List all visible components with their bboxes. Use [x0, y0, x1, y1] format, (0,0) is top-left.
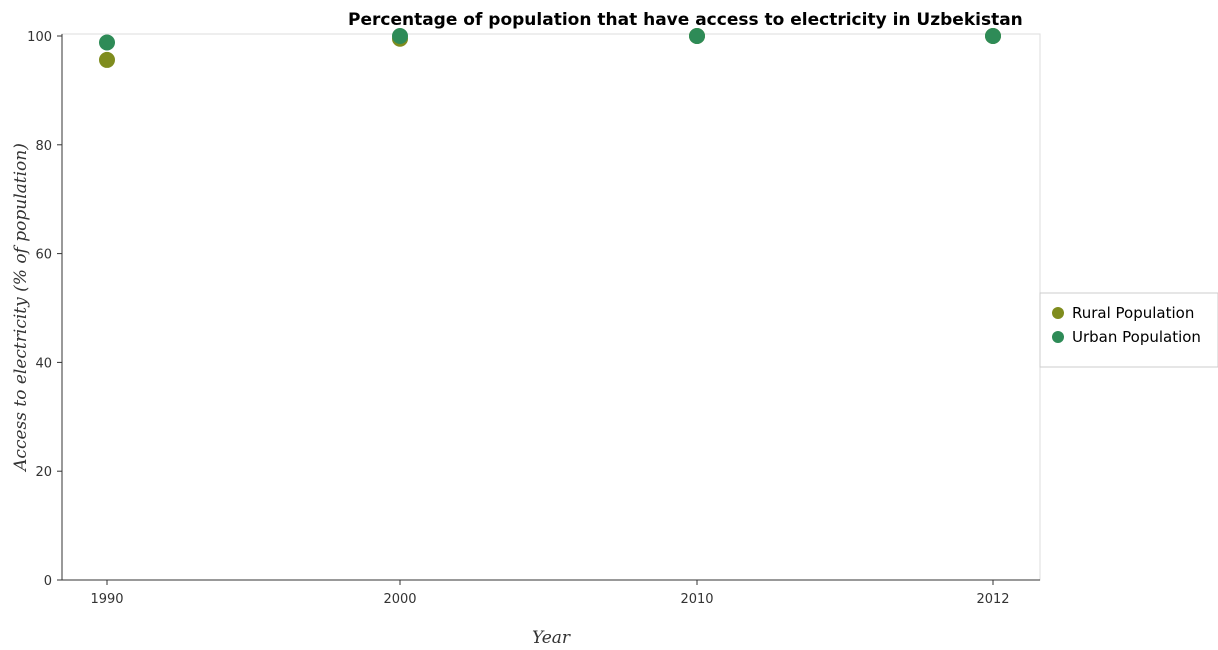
data-points [99, 28, 1001, 68]
y-tick-label: 80 [35, 139, 52, 154]
x-tick-label: 2012 [976, 592, 1009, 607]
legend-box [1039, 292, 1218, 368]
legend-label-urban: Urban Population [1072, 328, 1201, 346]
x-tick-label: 1990 [90, 592, 123, 607]
point-urban-2012 [985, 28, 1001, 44]
chart-title: Percentage of population that have acces… [348, 10, 1023, 30]
x-axis-label: Year [532, 628, 571, 648]
point-rural-1990 [99, 51, 115, 68]
x-tick-label: 2010 [680, 592, 713, 607]
y-axis-label: Access to electricity (% of population) [11, 143, 31, 473]
y-tick-label: 60 [35, 248, 52, 263]
y-tick-label: 40 [35, 356, 52, 371]
y-axis-ticks: 0 20 40 60 80 100 [27, 30, 62, 589]
legend-marker-rural [1052, 307, 1064, 319]
plot-area [61, 33, 1041, 581]
legend-label-rural: Rural Population [1072, 304, 1194, 322]
legend-marker-urban [1052, 331, 1064, 343]
y-tick-label: 0 [44, 574, 52, 589]
x-tick-label: 2000 [383, 592, 416, 607]
y-tick-label: 100 [27, 30, 52, 45]
legend: Rural Population Urban Population [1039, 292, 1218, 368]
x-axis-ticks: 1990 2000 2010 2012 [90, 580, 1010, 607]
point-urban-2010 [689, 28, 705, 44]
point-urban-2000 [392, 28, 408, 44]
point-urban-1990 [99, 34, 115, 51]
y-tick-label: 20 [35, 465, 52, 480]
